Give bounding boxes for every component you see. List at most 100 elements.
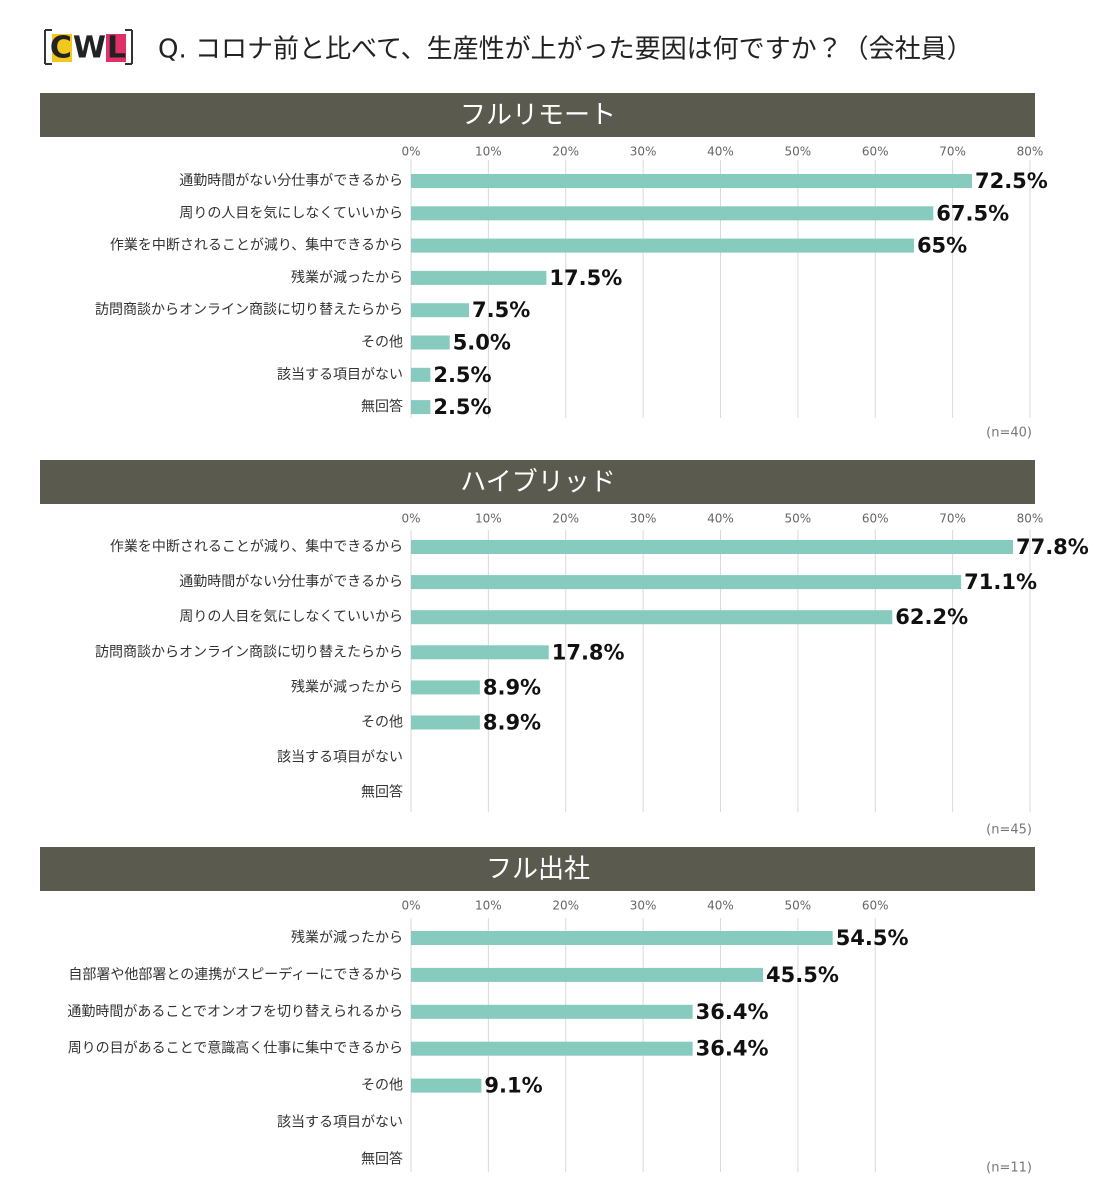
bar — [411, 335, 450, 350]
bar — [411, 270, 547, 285]
x-tick-label: 60% — [862, 512, 889, 526]
data-label: 65% — [917, 234, 967, 258]
x-tick-label: 0% — [401, 899, 420, 913]
x-tick-label: 40% — [707, 899, 734, 913]
logo-frame — [44, 29, 133, 65]
sample-size-note: (n=40) — [986, 426, 1032, 441]
y-tick-label: その他 — [361, 1078, 403, 1094]
x-tick-label: 10% — [475, 145, 502, 159]
bar — [411, 540, 1013, 554]
bar — [411, 367, 431, 382]
bar — [411, 1078, 482, 1093]
x-tick-label: 10% — [475, 899, 502, 913]
data-label: 5.0% — [453, 331, 511, 355]
bar — [411, 967, 764, 982]
x-tick-label: 80% — [1017, 512, 1044, 526]
x-tick-label: 40% — [707, 145, 734, 159]
x-tick-label: 80% — [1017, 145, 1044, 159]
bar — [411, 206, 934, 221]
data-label: 17.8% — [552, 640, 625, 664]
x-tick-label: 10% — [475, 512, 502, 526]
x-tick-label: 60% — [862, 899, 889, 913]
y-tick-label: 訪問商談からオンライン商談に切り替えたらから — [95, 302, 403, 318]
bar — [411, 1041, 693, 1056]
bar — [411, 400, 431, 415]
x-tick-label: 30% — [630, 512, 657, 526]
bar — [411, 715, 480, 730]
chart-title: フルリモート — [460, 101, 616, 131]
y-tick-label: 周りの人目を気にしなくていいから — [179, 609, 403, 625]
y-tick-label: 残業が減ったから — [291, 269, 403, 286]
section-banner — [40, 93, 1035, 137]
data-label: 62.2% — [895, 605, 968, 629]
chart-title: フル出社 — [486, 855, 590, 885]
y-tick-label: 作業を中断されることが減り、集中できるから — [110, 237, 403, 254]
x-tick-label: 40% — [707, 512, 734, 526]
y-tick-label: その他 — [361, 715, 403, 731]
x-tick-label: 70% — [939, 145, 966, 159]
data-label: 17.5% — [549, 266, 622, 290]
x-tick-label: 30% — [630, 899, 657, 913]
section-banner — [40, 847, 1035, 891]
y-tick-label: 周りの人目を気にしなくていいから — [179, 205, 403, 221]
x-tick-label: 50% — [785, 145, 812, 159]
y-tick-label: 周りの目があることで意識高く仕事に集中できるから — [68, 1040, 403, 1057]
bar — [411, 645, 549, 660]
data-label: 45.5% — [766, 963, 839, 987]
bar — [411, 610, 893, 625]
y-tick-label: 無回答 — [361, 1150, 403, 1167]
sample-size-note: (n=11) — [986, 1161, 1032, 1176]
x-tick-label: 50% — [785, 899, 812, 913]
x-tick-label: 20% — [552, 899, 579, 913]
y-tick-label: 該当する項目がない — [277, 367, 403, 383]
x-tick-label: 30% — [630, 145, 657, 159]
chart-title: ハイブリッド — [460, 468, 615, 498]
data-label: 54.5% — [836, 926, 909, 950]
x-tick-label: 50% — [785, 512, 812, 526]
data-label: 71.1% — [964, 570, 1037, 594]
data-label: 2.5% — [433, 363, 491, 387]
y-tick-label: その他 — [361, 335, 403, 351]
logo: CWL — [50, 31, 127, 66]
bar — [411, 303, 470, 318]
data-label: 2.5% — [433, 395, 491, 419]
data-label: 67.5% — [936, 201, 1009, 225]
logo-block — [106, 34, 126, 62]
x-tick-label: 60% — [862, 145, 889, 159]
y-tick-label: 自部署や他部署との連携がスピーディーにできるから — [68, 966, 403, 983]
data-label: 9.1% — [484, 1074, 542, 1098]
x-tick-label: 20% — [552, 145, 579, 159]
bar — [411, 238, 914, 253]
x-tick-label: 0% — [401, 512, 420, 526]
y-tick-label: 通勤時間がない分仕事ができるから — [179, 173, 403, 189]
y-tick-label: 該当する項目がない — [277, 750, 403, 766]
bar — [411, 575, 962, 590]
y-tick-label: 作業を中断されることが減り、集中できるから — [110, 538, 403, 555]
y-tick-label: 残業が減ったから — [291, 929, 403, 946]
y-tick-label: 訪問商談からオンライン商談に切り替えたらから — [95, 644, 403, 660]
section-banner — [40, 460, 1035, 504]
y-tick-label: 通勤時間があることでオンオフを切り替えられるから — [67, 1004, 403, 1020]
x-tick-label: 70% — [939, 512, 966, 526]
y-tick-label: 無回答 — [361, 398, 403, 415]
data-label: 8.9% — [483, 711, 541, 735]
bar — [411, 1004, 693, 1019]
data-label: 36.4% — [696, 1037, 769, 1061]
logo-block — [52, 34, 72, 62]
data-label: 7.5% — [472, 298, 530, 322]
x-tick-label: 20% — [552, 512, 579, 526]
bar — [411, 931, 833, 945]
y-tick-label: 無回答 — [361, 784, 403, 801]
sample-size-note: (n=45) — [986, 823, 1032, 838]
y-tick-label: 通勤時間がない分仕事ができるから — [179, 574, 403, 590]
data-label: 77.8% — [1016, 535, 1089, 559]
y-tick-label: 該当する項目がない — [277, 1115, 403, 1131]
data-label: 36.4% — [696, 1000, 769, 1024]
data-label: 8.9% — [483, 675, 541, 699]
bar — [411, 680, 480, 695]
data-label: 72.5% — [975, 169, 1048, 193]
page-title: Q. コロナ前と比べて、生産性が上がった要因は何ですか？（会社員） — [158, 35, 973, 65]
bar — [411, 174, 972, 188]
